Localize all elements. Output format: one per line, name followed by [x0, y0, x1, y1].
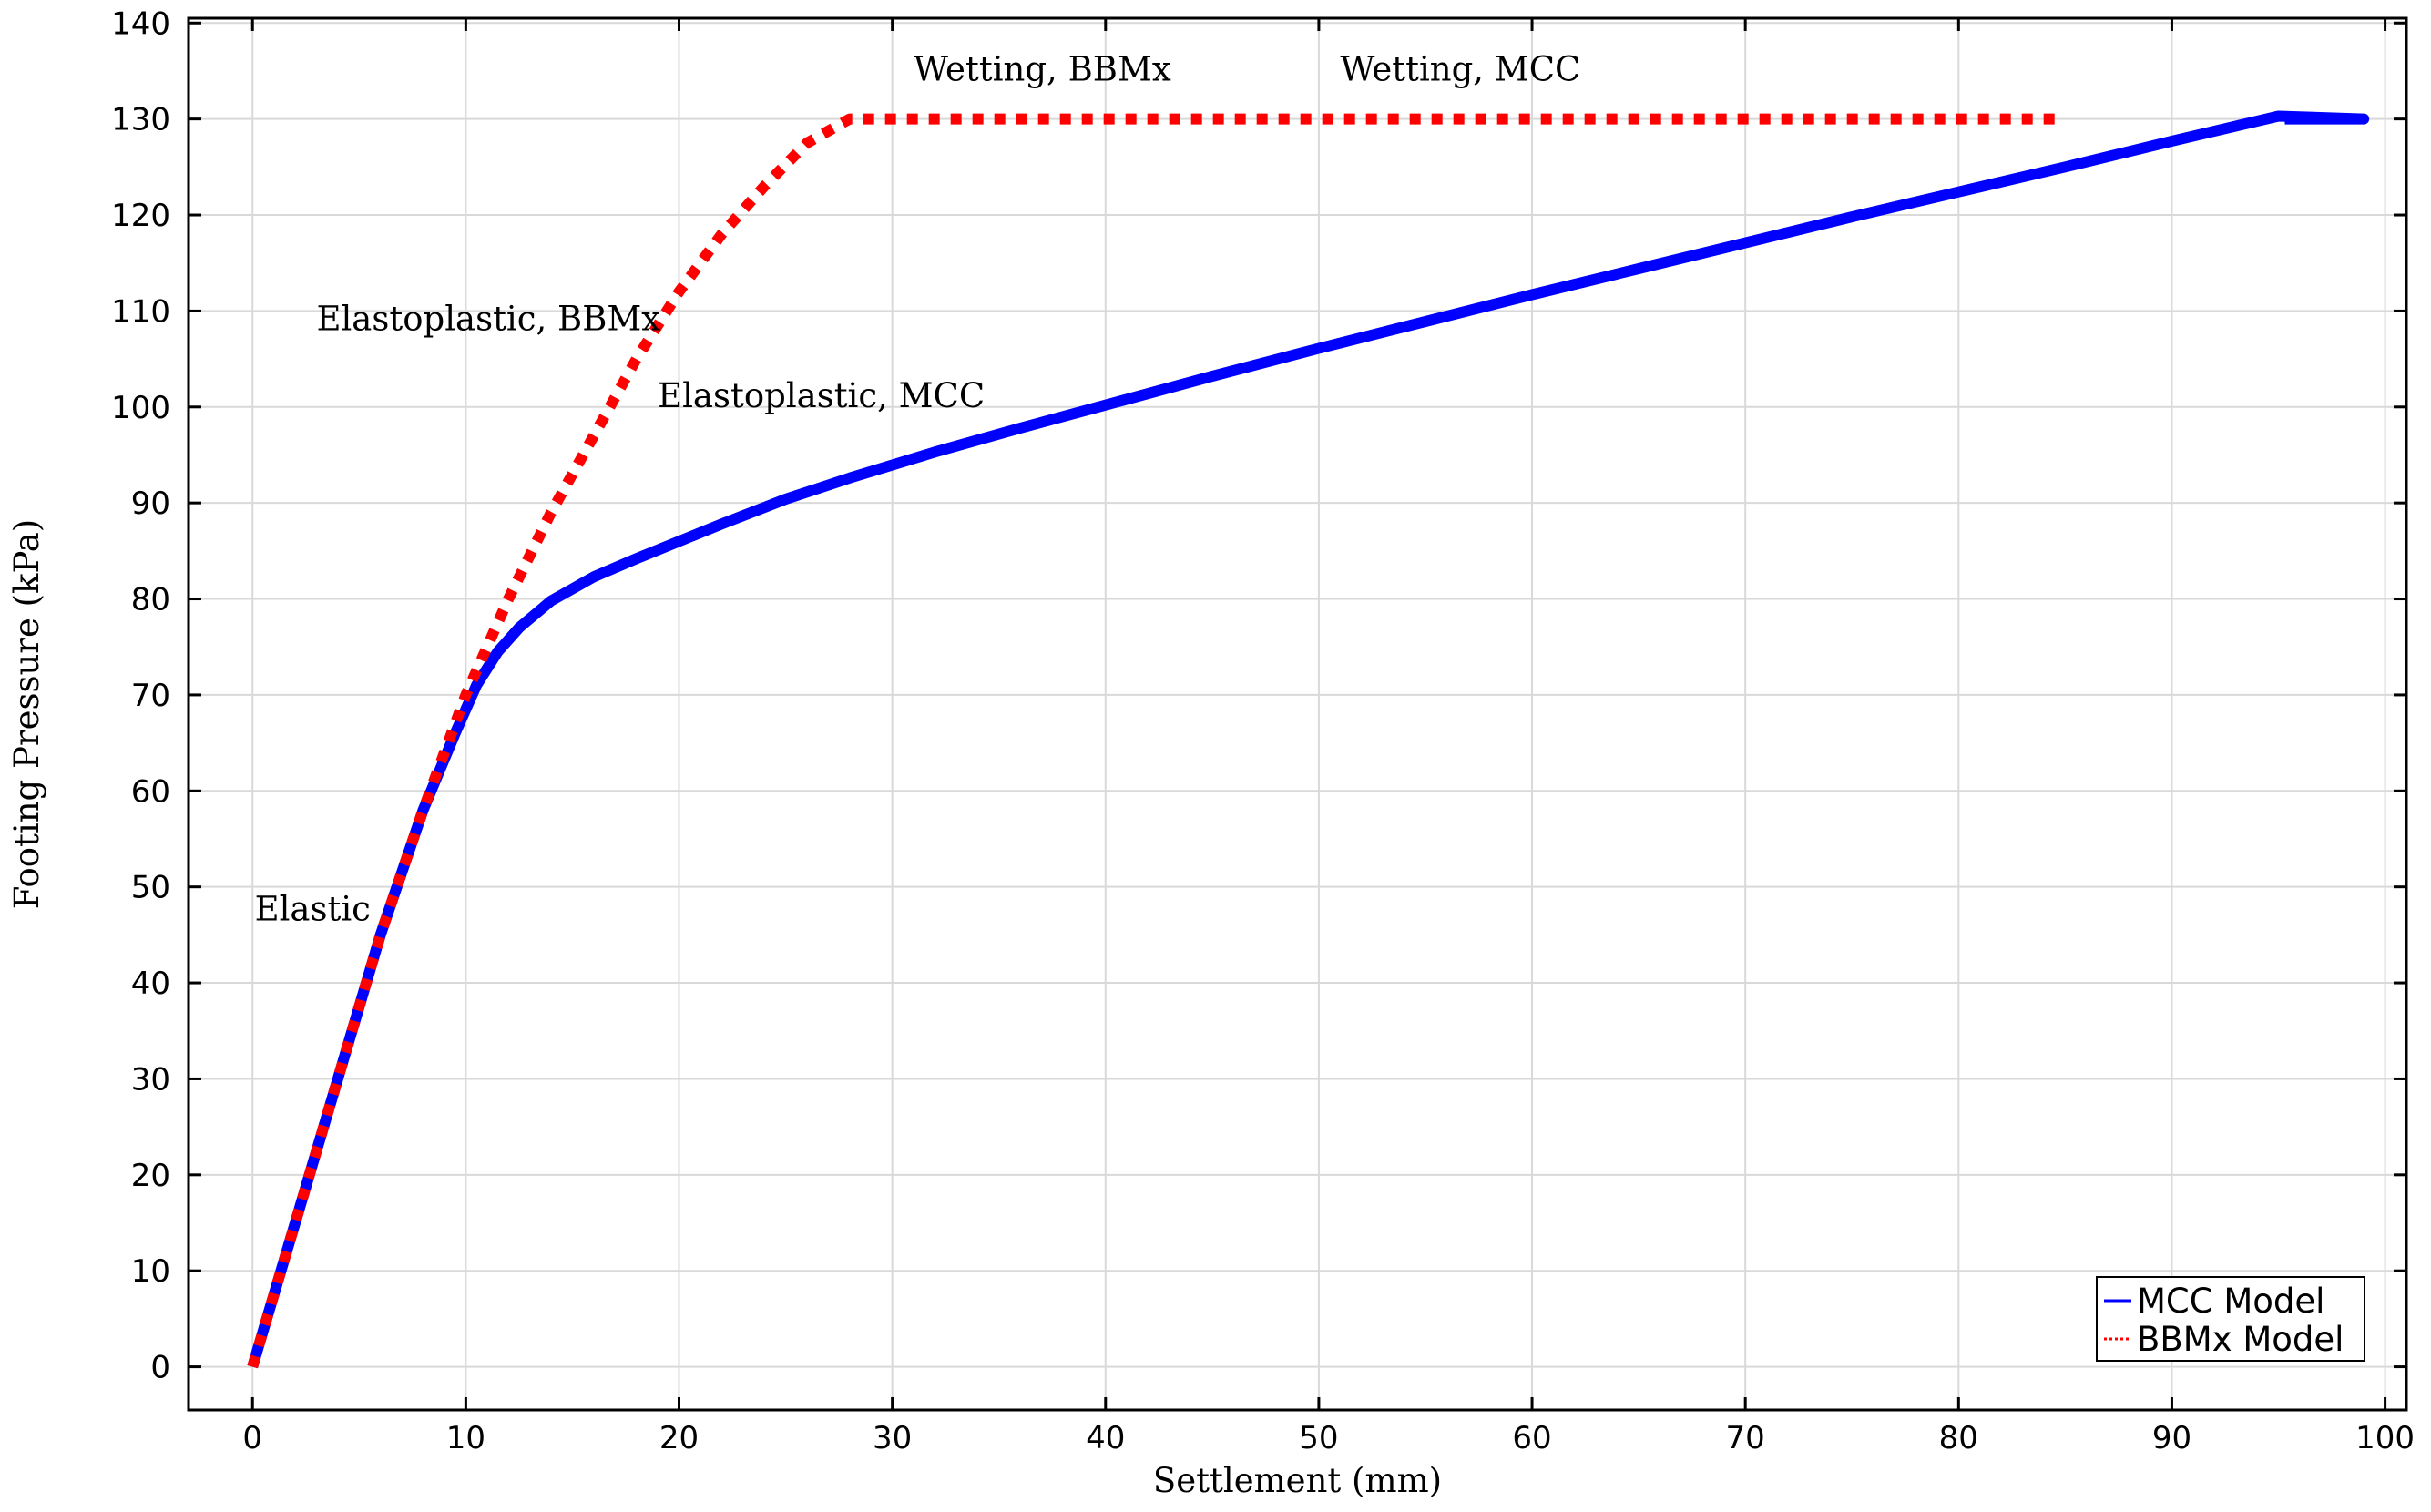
y-tick-label: 30	[131, 1061, 170, 1098]
annotations: Wetting, BBMx Wetting, MCC Elastoplastic, …	[255, 49, 1581, 928]
y-tick-label: 50	[131, 870, 170, 906]
series-line-mcc	[247, 110, 2370, 1369]
annotation-label: Elastoplastic, BBMx	[316, 299, 660, 338]
y-tick-label: 10	[131, 1253, 170, 1290]
x-tick-label: 40	[1086, 1420, 1125, 1456]
x-tick-label: 10	[446, 1420, 485, 1456]
x-tick-label: 20	[659, 1420, 699, 1456]
legend-label: BBMx Model	[2137, 1320, 2344, 1359]
x-tick-label: 100	[2355, 1420, 2415, 1456]
x-tick-label: 60	[1512, 1420, 1551, 1456]
grid	[189, 18, 2406, 1410]
x-axis-title: Settlement (mm)	[1153, 1461, 1442, 1500]
y-tick-label: 70	[131, 678, 170, 714]
y-tick-label: 20	[131, 1158, 170, 1194]
y-tick-label: 110	[111, 293, 170, 330]
annotation-label: Wetting, BBMx	[914, 49, 1171, 88]
y-tick-label: 0	[150, 1350, 170, 1386]
y-tick-label: 120	[111, 198, 170, 234]
y-tick-label: 60	[131, 773, 170, 810]
annotation-label: Elastic	[255, 890, 371, 929]
series-line-bbmx	[247, 113, 2055, 1369]
y-tick-label: 100	[111, 390, 170, 426]
legend-label: MCC Model	[2137, 1282, 2324, 1321]
y-tick-label: 90	[131, 485, 170, 522]
x-tick-label: 0	[242, 1420, 262, 1456]
annotation-label: Wetting, MCC	[1340, 49, 1580, 88]
y-tick-label: 80	[131, 582, 170, 618]
y-tick-label: 40	[131, 965, 170, 1002]
axis-ticks: 0 10 20 30 40 50 60 70 80 90 100 0 10 20 30 40 50 60 70 80 9…	[111, 5, 2415, 1456]
x-tick-label: 30	[873, 1420, 912, 1456]
x-tick-label: 90	[2152, 1420, 2191, 1456]
y-tick-label: 140	[111, 5, 170, 42]
x-tick-label: 80	[1939, 1420, 1978, 1456]
annotation-label: Elastoplastic, MCC	[658, 376, 985, 415]
series-layer	[247, 110, 2370, 1369]
y-axis-title: Footing Pressure (kPa)	[7, 519, 46, 909]
plot-frame	[187, 16, 2408, 1412]
y-tick-label: 130	[111, 102, 170, 138]
x-tick-label: 50	[1299, 1420, 1338, 1456]
legend-box	[2096, 1276, 2365, 1362]
x-tick-label: 70	[1726, 1420, 1765, 1456]
